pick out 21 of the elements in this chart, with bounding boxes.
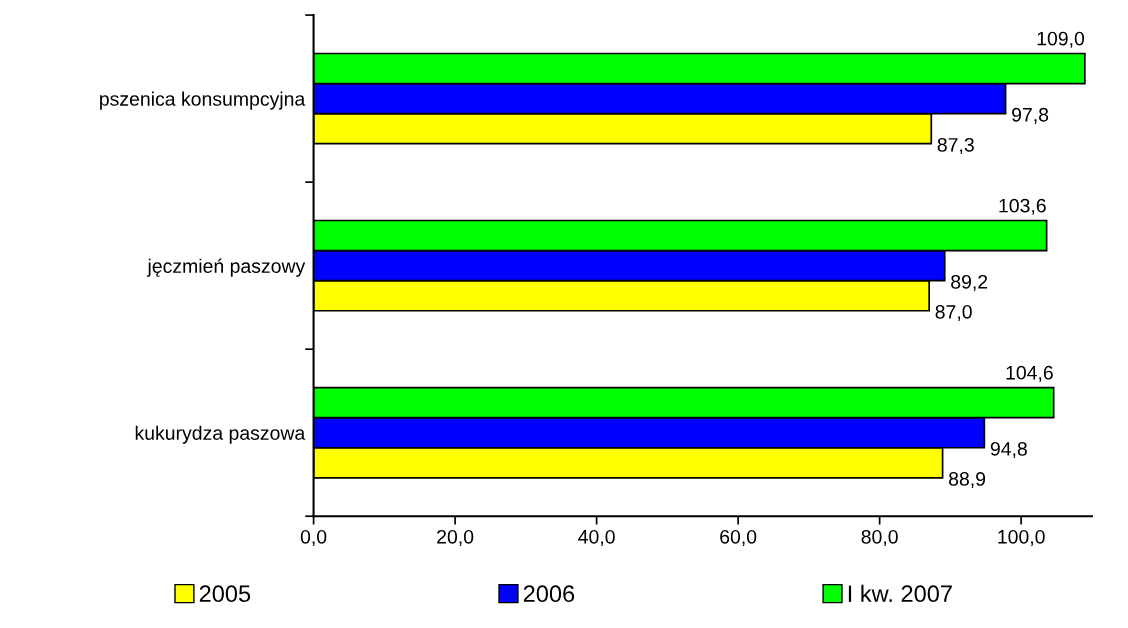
y-tick-label: pszenica konsumpcyjna (100, 91, 306, 110)
data-label: 103,6 (999, 198, 1046, 215)
data-label: 89,2 (951, 274, 988, 291)
legend-label: 2006 (523, 585, 575, 603)
legend-label: 2005 (199, 585, 251, 603)
x-tick-label: 20,0 (437, 529, 474, 546)
y-tick-label: kukurydza paszowa (135, 425, 306, 444)
y-tick-label: jęczmień paszowy (147, 258, 306, 277)
x-tick-label: 40,0 (578, 529, 615, 546)
x-tick-label: 60,0 (720, 529, 757, 546)
x-tick-label: 80,0 (861, 529, 898, 546)
data-label: 87,0 (935, 304, 972, 322)
data-label: 87,3 (937, 137, 974, 154)
legend-label: I kw. 2007 (848, 584, 952, 603)
data-label: 104,6 (1006, 365, 1053, 382)
data-label: 109,0 (1037, 31, 1085, 48)
x-tick-label: 0,0 (300, 529, 327, 546)
data-label: 88,9 (949, 472, 986, 489)
data-label: 97,8 (1012, 107, 1049, 124)
data-label: 94,8 (990, 441, 1027, 459)
x-tick-label: 100,0 (998, 529, 1045, 546)
